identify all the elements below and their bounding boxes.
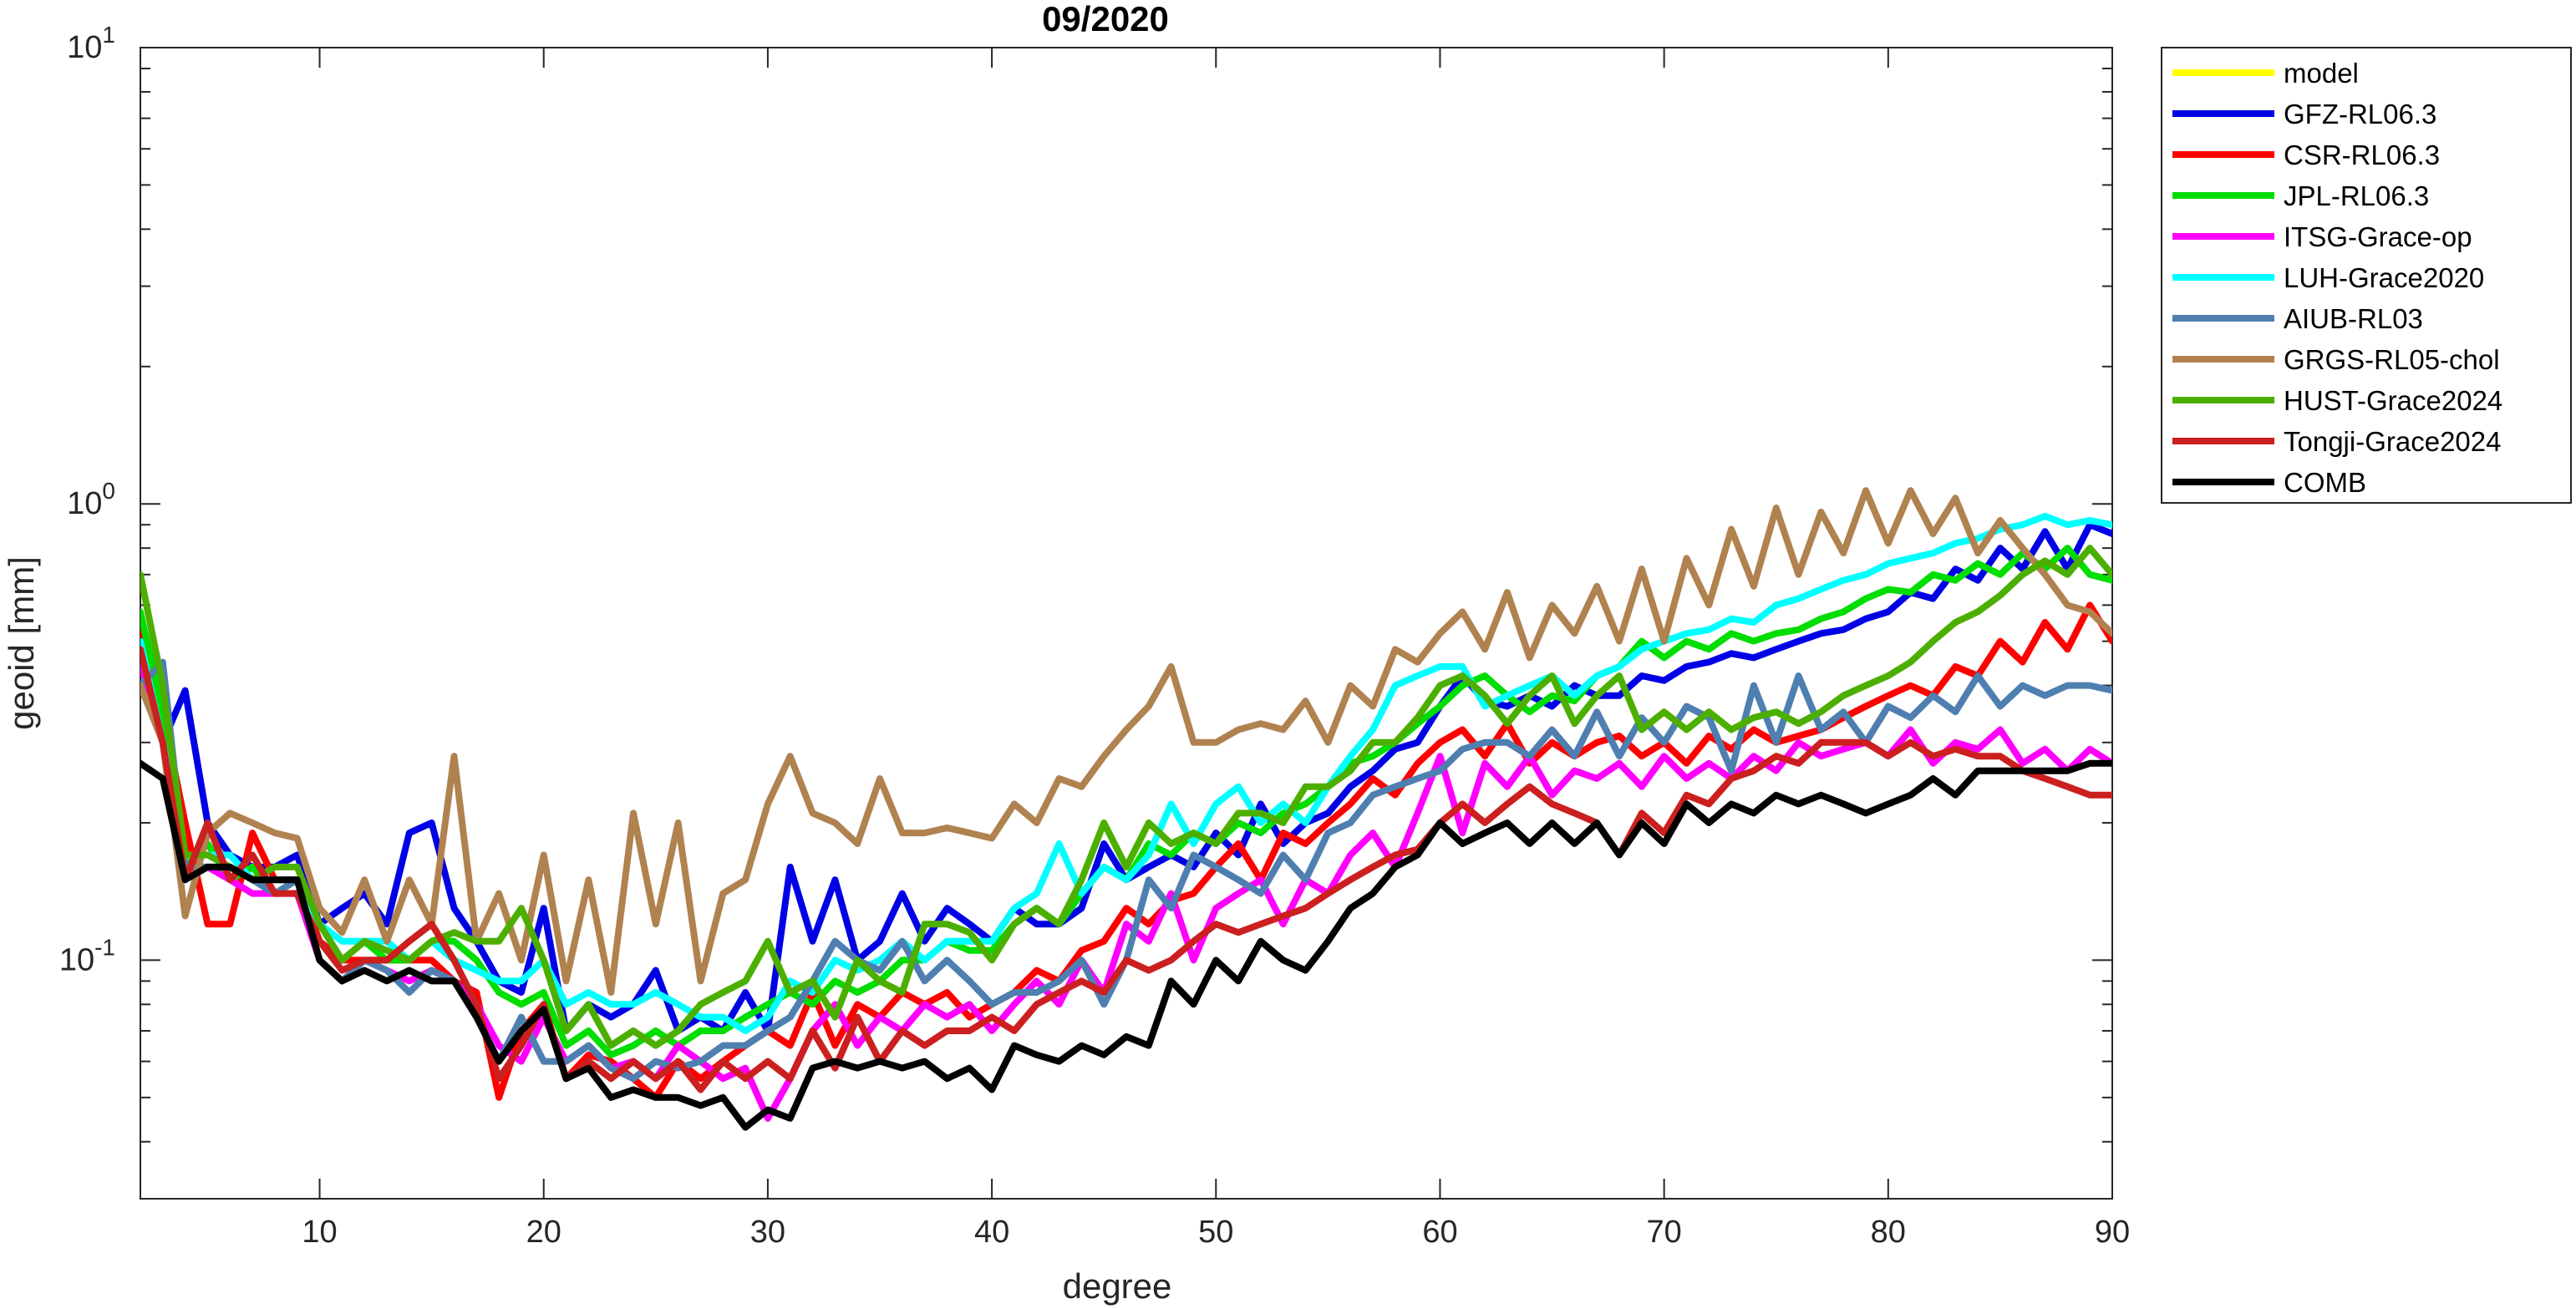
chart-title: 09/2020 bbox=[1042, 0, 1169, 38]
series-line-tongji-grace2024 bbox=[140, 646, 2112, 1093]
y-axis-label: geoid [mm] bbox=[2, 556, 41, 730]
y-tick-label-base: 10 bbox=[67, 486, 102, 521]
x-tick-label: 40 bbox=[974, 1215, 1009, 1250]
series-line-luh-grace2020 bbox=[140, 512, 2112, 1034]
series-line-hust-grace2024 bbox=[140, 545, 2112, 1049]
x-axis-label: degree bbox=[1063, 1266, 1172, 1306]
series-line-grgs-rl05-chol bbox=[140, 487, 2112, 996]
x-tick-label: 50 bbox=[1198, 1215, 1233, 1250]
y-tick-label-exponent: 1 bbox=[102, 22, 115, 48]
legend-label: AIUB-RL03 bbox=[2284, 303, 2423, 334]
x-axis-ticks: 10 20 30 40 50 60 70 80 90 bbox=[302, 48, 2130, 1250]
y-tick-label: 100 bbox=[67, 478, 115, 521]
y-tick-label-exponent: 0 bbox=[102, 478, 115, 504]
x-tick-label: 30 bbox=[750, 1215, 785, 1250]
legend-label: LUH-Grace2020 bbox=[2284, 262, 2484, 293]
legend-label: JPL-RL06.3 bbox=[2284, 180, 2429, 211]
legend-label: COMB bbox=[2284, 467, 2366, 498]
legend-label: GFZ-RL06.3 bbox=[2284, 99, 2436, 129]
x-tick-label: 20 bbox=[526, 1215, 561, 1250]
y-tick-label-exponent: -1 bbox=[94, 934, 115, 960]
legend: model GFZ-RL06.3 CSR-RL06.3 JPL-RL06.3 ITSG-… bbox=[2161, 47, 2572, 504]
legend-label: CSR-RL06.3 bbox=[2284, 140, 2440, 170]
y-tick-label: 10-1 bbox=[59, 934, 115, 977]
y-tick-label-base: 10 bbox=[59, 942, 94, 977]
x-tick-label: 60 bbox=[1422, 1215, 1457, 1250]
x-tick-label: 80 bbox=[1871, 1215, 1906, 1250]
x-tick-label: 70 bbox=[1646, 1215, 1681, 1250]
x-tick-label: 90 bbox=[2095, 1215, 2130, 1250]
series-lines bbox=[140, 487, 2112, 1131]
x-tick-label: 10 bbox=[302, 1215, 337, 1250]
legend-label: ITSG-Grace-op bbox=[2284, 221, 2472, 252]
series-line-comb bbox=[140, 759, 2112, 1131]
legend-label: Tongji-Grace2024 bbox=[2284, 426, 2502, 457]
legend-label: HUST-Grace2024 bbox=[2284, 385, 2502, 416]
y-tick-label-base: 10 bbox=[67, 30, 102, 65]
legend-label: model bbox=[2284, 58, 2359, 89]
legend-label: GRGS-RL05-chol bbox=[2284, 344, 2500, 375]
y-tick-label: 101 bbox=[67, 22, 115, 65]
